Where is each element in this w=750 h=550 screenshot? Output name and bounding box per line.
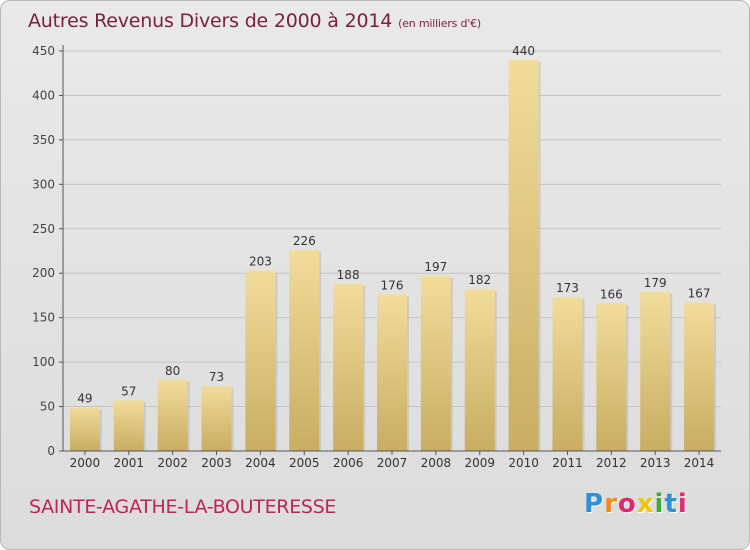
logo-letter: x — [636, 489, 655, 519]
data-label: 226 — [293, 234, 316, 248]
bar — [552, 297, 583, 451]
data-label: 167 — [688, 287, 711, 301]
x-tick-label: 2010 — [508, 456, 539, 470]
x-tick-label: 2011 — [552, 456, 583, 470]
x-tick-label: 2000 — [70, 456, 101, 470]
bar — [596, 303, 627, 451]
logo-letter: P — [584, 489, 605, 519]
bar — [464, 289, 495, 451]
data-label: 173 — [556, 281, 579, 295]
bar — [245, 270, 276, 451]
data-label: 166 — [600, 287, 623, 301]
logo-letter: i — [677, 489, 688, 519]
bar — [289, 250, 320, 451]
bar — [640, 291, 671, 451]
data-label: 73 — [209, 370, 224, 384]
x-tick-label: 2007 — [377, 456, 408, 470]
y-tick-label: 450 — [32, 44, 55, 58]
y-tick-label: 100 — [32, 355, 55, 369]
bar — [113, 400, 144, 451]
logo-letter: t — [664, 489, 678, 519]
data-label: 57 — [121, 384, 136, 398]
x-tick-label: 2004 — [245, 456, 276, 470]
x-tick-label: 2013 — [640, 456, 671, 470]
y-tick-label: 400 — [32, 88, 55, 102]
x-tick-label: 2012 — [596, 456, 627, 470]
x-tick-label: 2014 — [684, 456, 715, 470]
y-tick-label: 350 — [32, 133, 55, 147]
y-tick-label: 250 — [32, 222, 55, 236]
data-label: 49 — [77, 391, 92, 405]
x-tick-label: 2001 — [114, 456, 145, 470]
proxiti-logo: Proxiti — [584, 489, 694, 523]
data-label: 176 — [381, 279, 404, 293]
labels: 0 50 100 150 200 250 300 350 400 450 49 2000 57 2001 8… — [32, 44, 714, 470]
bar — [420, 275, 451, 451]
x-tick-label: 2003 — [201, 456, 232, 470]
logo-letter: i — [654, 489, 665, 519]
axes — [59, 45, 721, 455]
chart-title-text: Autres Revenus Divers de 2000 à 2014 — [28, 10, 393, 32]
data-label: 440 — [512, 44, 535, 58]
y-tick-label: 300 — [32, 177, 55, 191]
y-tick-label: 150 — [32, 311, 55, 325]
bar — [684, 302, 715, 451]
bars — [69, 59, 717, 452]
data-label: 179 — [644, 276, 667, 290]
bar — [377, 294, 407, 451]
y-tick-label: 0 — [47, 444, 55, 458]
bar — [201, 386, 232, 451]
data-label: 197 — [424, 260, 447, 274]
bar — [69, 407, 100, 451]
chart-title: Autres Revenus Divers de 2000 à 2014 (en … — [28, 10, 481, 32]
y-tick-label: 200 — [32, 266, 55, 280]
chart-title-unit: (en milliers d'€) — [398, 17, 482, 30]
place-name: SAINTE-AGATHE-LA-BOUTERESSE — [29, 496, 337, 518]
bar — [333, 283, 364, 451]
logo-letter: o — [617, 489, 637, 519]
data-label: 80 — [165, 364, 180, 378]
logo-letter: r — [604, 489, 618, 519]
x-tick-label: 2008 — [421, 456, 452, 470]
bar — [157, 379, 188, 451]
x-tick-label: 2006 — [333, 456, 364, 470]
data-label: 203 — [249, 255, 272, 269]
data-label: 188 — [337, 268, 360, 282]
bar — [508, 59, 539, 452]
x-tick-label: 2005 — [289, 456, 320, 470]
x-tick-label: 2002 — [157, 456, 188, 470]
x-tick-label: 2009 — [464, 456, 495, 470]
y-tick-label: 50 — [40, 400, 55, 414]
data-label: 182 — [468, 273, 491, 287]
